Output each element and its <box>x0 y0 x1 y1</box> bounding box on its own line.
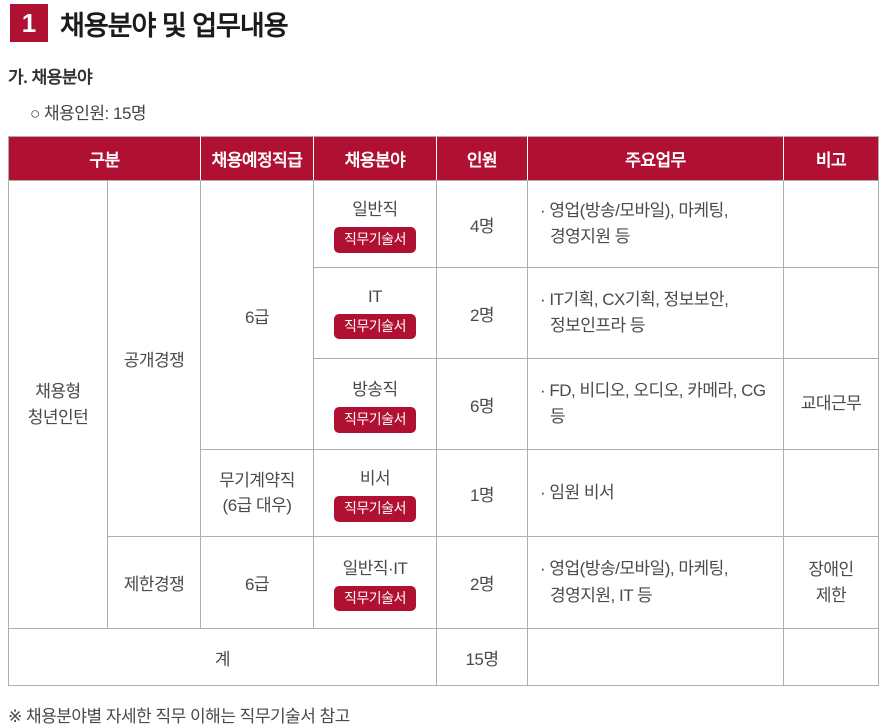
field-name: 일반직 <box>352 200 398 220</box>
section-header: 1 채용분야 및 업무내용 <box>10 4 879 42</box>
field-name: 비서 <box>359 469 391 489</box>
cell-tasks-it: · IT기획, CX기획, 정보보안, 정보인프라 등 <box>527 267 784 359</box>
job-sheet-button[interactable]: 직무기술서 <box>334 407 416 433</box>
cell-count-secretary: 1명 <box>436 449 528 537</box>
cell-tasks-broadcast: · FD, 비디오, 오디오, 카메라, CG 등 <box>527 358 784 450</box>
cell-count-general: 4명 <box>436 180 528 268</box>
table-row-total: 계 15명 <box>8 628 879 686</box>
job-sheet-button[interactable]: 직무기술서 <box>334 227 416 253</box>
column-header-count: 인원 <box>436 136 528 181</box>
cell-total-tasks-empty <box>527 628 784 686</box>
page-title: 채용분야 및 업무내용 <box>60 10 289 41</box>
cell-field-secretary: 비서 직무기술서 <box>313 449 437 537</box>
cell-note-restricted: 장애인 제한 <box>783 536 879 629</box>
cell-total-count: 15명 <box>436 628 528 686</box>
cell-open-competition: 공개경쟁 <box>107 180 201 537</box>
table-row-it: IT 직무기술서 2명 · IT기획, CX기획, 정보보안, 정보인프라 등 <box>9 267 879 359</box>
cell-tasks-restricted: · 영업(방송/모바일), 마케팅, 경영지원, IT 등 <box>527 536 784 629</box>
field-name: 방송직 <box>352 380 398 400</box>
cell-note-secretary <box>783 449 879 537</box>
column-header-tasks: 주요업무 <box>527 136 784 181</box>
cell-field-restricted: 일반직·IT 직무기술서 <box>313 536 437 629</box>
section-number-badge: 1 <box>10 4 48 42</box>
column-header-category: 구분 <box>8 136 201 181</box>
cell-category: 채용형 청년인턴 <box>8 180 108 629</box>
cell-count-broadcast: 6명 <box>436 358 528 450</box>
cell-restricted-competition: 제한경쟁 <box>107 536 201 629</box>
column-header-note: 비고 <box>783 136 879 181</box>
cell-field-it: IT 직무기술서 <box>313 267 437 359</box>
headcount-line: ○ 채용인원: 15명 <box>30 104 147 123</box>
recruitment-table: 구분 채용예정직급 채용분야 인원 주요업무 비고 채용형 청년인턴 공개경쟁 … <box>8 136 879 686</box>
field-name: IT <box>367 286 383 306</box>
job-sheet-button[interactable]: 직무기술서 <box>334 585 416 612</box>
cell-field-broadcast: 방송직 직무기술서 <box>313 358 437 450</box>
column-header-grade: 채용예정직급 <box>200 136 314 181</box>
cell-note-general <box>783 180 879 268</box>
cell-grade6-restricted: 6급 <box>200 536 314 629</box>
subsection-title: 가. 채용분야 <box>8 68 93 87</box>
cell-tasks-secretary: · 임원 비서 <box>527 449 784 537</box>
cell-field-general: 일반직 직무기술서 <box>313 180 437 268</box>
table-row-general: 채용형 청년인턴 공개경쟁 6급 일반직 직무기술서 4명 · 영업(방송/모바… <box>8 180 879 629</box>
job-sheet-button[interactable]: 직무기술서 <box>334 496 416 522</box>
header-row: 구분 채용예정직급 채용분야 인원 주요업무 비고 <box>8 136 879 181</box>
footnote: ※ 채용분야별 자세한 직무 이해는 직무기술서 참고 <box>8 707 350 726</box>
cell-note-it <box>783 267 879 359</box>
job-sheet-button[interactable]: 직무기술서 <box>334 313 416 340</box>
column-header-field: 채용분야 <box>313 136 437 181</box>
cell-total-note-empty <box>783 628 879 686</box>
cell-count-restricted: 2명 <box>436 536 528 629</box>
table-row-restricted: 제한경쟁 6급 일반직·IT 직무기술서 2명 · 영업(방송/모바일), 마케… <box>9 536 879 629</box>
field-name: 일반직·IT <box>342 558 408 578</box>
cell-tasks-general: · 영업(방송/모바일), 마케팅, 경영지원 등 <box>527 180 784 268</box>
cell-indefinite-contract: 무기계약직 (6급 대우) <box>200 449 314 537</box>
cell-grade6-open: 6급 <box>200 180 314 450</box>
table-row-secretary: 무기계약직 (6급 대우) 비서 직무기술서 1명 · 임원 비서 <box>9 449 879 537</box>
cell-note-broadcast: 교대근무 <box>783 358 879 450</box>
table-row-broadcast: 방송직 직무기술서 6명 · FD, 비디오, 오디오, 카메라, CG 등 교… <box>9 358 879 450</box>
cell-total-label: 계 <box>8 628 437 686</box>
cell-count-it: 2명 <box>436 267 528 359</box>
